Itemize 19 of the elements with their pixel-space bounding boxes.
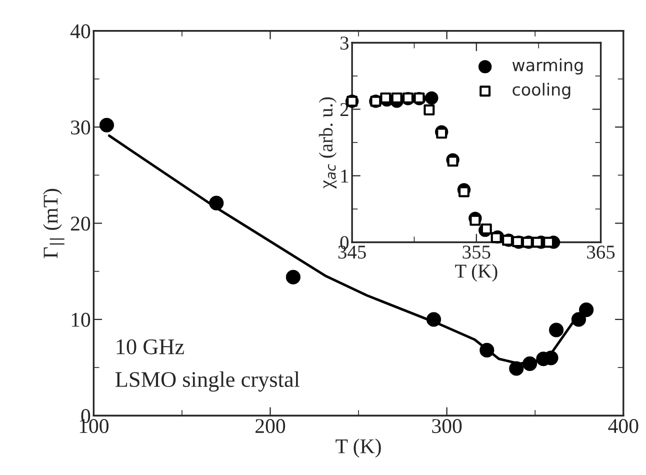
x-tick-label: 300 xyxy=(432,419,462,434)
y-tick-label: 30 xyxy=(71,120,90,134)
y-axis-title: χ$_{ac}$ (arb. u.) xyxy=(318,97,337,189)
x-axis-title: T (K) xyxy=(336,438,381,458)
x-tick-label: 365 xyxy=(587,246,615,259)
y-axis-title: Γ$_{||}$ (mT) xyxy=(43,188,64,258)
legend-label: cooling xyxy=(512,82,570,99)
y-tick-label: 40 xyxy=(70,24,90,38)
annotation: LSMO single crystal xyxy=(116,371,300,392)
x-axis-title: T (K) xyxy=(455,264,498,282)
annotation: 10 GHz xyxy=(116,339,184,354)
legend-label: warming xyxy=(512,58,583,75)
x-tick-label: 355 xyxy=(462,246,490,259)
x-tick-label: 400 xyxy=(608,419,638,434)
x-tick-label: 200 xyxy=(256,419,286,434)
y-tick-label: 20 xyxy=(70,216,90,231)
y-tick-label: 3 xyxy=(340,36,349,50)
y-tick-label: 10 xyxy=(72,312,90,327)
y-tick-label: 1 xyxy=(341,170,348,182)
